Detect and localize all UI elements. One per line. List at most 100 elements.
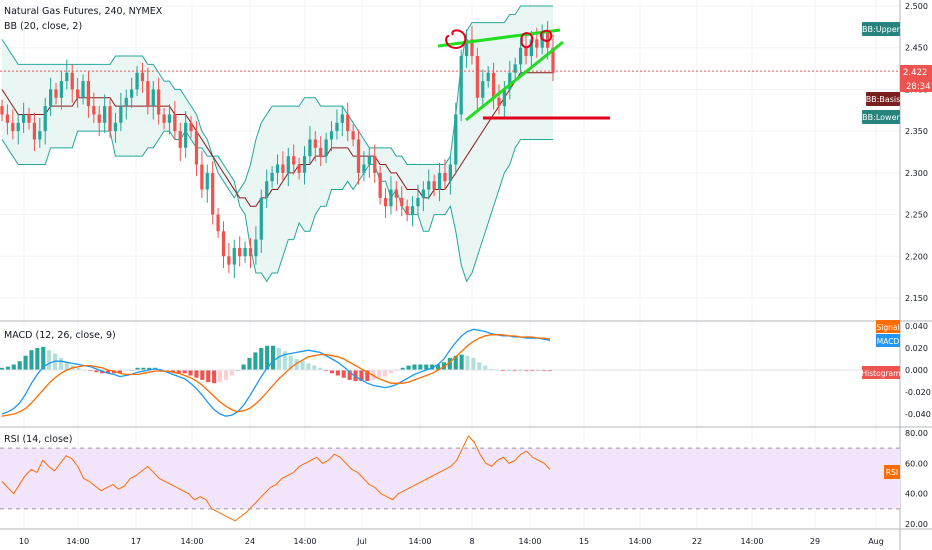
- histogram-bar: [194, 370, 199, 378]
- time-axis[interactable]: 10 14:00 17 14:00 24 14:00 Jul 14:00 8 14:00 15 14:…: [19, 537, 884, 546]
- histogram-bar: [394, 370, 399, 372]
- candle-body: [502, 89, 507, 107]
- candle: [497, 84, 501, 115]
- histogram-bar: [265, 345, 270, 370]
- time-tick-label: 29: [810, 537, 820, 546]
- candle-body: [43, 106, 47, 132]
- histogram-bar: [147, 367, 152, 370]
- histogram-bar: [212, 370, 217, 384]
- candle: [373, 144, 377, 183]
- histogram-bar: [359, 370, 364, 381]
- trendline-upper[interactable]: [437, 28, 561, 48]
- candle: [124, 89, 128, 120]
- user-drawings[interactable]: [437, 28, 610, 122]
- candle: [486, 66, 490, 88]
- macd-tick-label: 0.040: [905, 322, 928, 331]
- candle-body: [11, 122, 15, 132]
- rsi-axis[interactable]: 80.00 60.00 40.00 20.00: [905, 429, 928, 529]
- candle: [427, 169, 431, 200]
- macd-tick-label: 0.000: [905, 366, 928, 375]
- histogram-bar: [483, 365, 488, 370]
- candle: [76, 77, 80, 108]
- candle: [97, 106, 101, 137]
- time-tick-label: 22: [692, 537, 702, 546]
- candle-body: [0, 106, 4, 115]
- histogram-bar: [542, 370, 547, 372]
- circle-mark-1[interactable]: [445, 29, 467, 50]
- candle: [270, 166, 274, 188]
- candle: [275, 154, 280, 185]
- candle-body: [130, 89, 134, 98]
- macd-axis[interactable]: 0.040 0.020 0.000 -0.020 -0.040: [905, 322, 931, 419]
- candle: [513, 57, 517, 80]
- candle-body: [211, 172, 215, 215]
- macd-tick-label: 0.020: [905, 344, 928, 353]
- histogram-bar: [288, 355, 293, 370]
- histogram-bar: [530, 370, 535, 372]
- candle-body: [194, 131, 199, 165]
- rsi-title: RSI (14, close): [4, 434, 72, 445]
- bb-lower-label: BB:Lower: [862, 110, 901, 124]
- candle: [432, 174, 436, 197]
- candle-body: [92, 106, 96, 115]
- candle-body: [254, 239, 258, 257]
- candle-body: [16, 122, 20, 132]
- candle-body: [367, 156, 371, 165]
- candle-body: [362, 164, 366, 173]
- candle-body: [389, 189, 393, 207]
- histogram-bar: [11, 364, 16, 370]
- candle: [302, 146, 307, 185]
- candle-body: [416, 197, 420, 207]
- histogram-bar: [135, 367, 140, 370]
- histogram-bar: [329, 370, 335, 374]
- histogram-bar: [489, 368, 494, 370]
- trendline-lower[interactable]: [465, 40, 564, 122]
- histogram-bar: [335, 370, 340, 376]
- rsi-panel[interactable]: [0, 435, 900, 522]
- candle: [481, 69, 485, 108]
- price-panel[interactable]: [0, 5, 900, 283]
- histogram-bar: [324, 370, 329, 372]
- candle: [335, 109, 339, 140]
- candle: [119, 92, 123, 132]
- candle: [146, 67, 150, 115]
- candle: [248, 237, 253, 268]
- candle: [151, 81, 155, 120]
- macd-panel[interactable]: [0, 328, 900, 417]
- candle-body: [86, 81, 91, 107]
- candle: [189, 116, 193, 138]
- candle-body: [383, 197, 388, 207]
- candle: [238, 236, 242, 267]
- candle-body: [292, 156, 296, 165]
- histogram-bar: [223, 370, 228, 380]
- candle-body: [513, 64, 517, 73]
- histogram-bar: [318, 367, 323, 370]
- histogram-bar: [547, 370, 553, 372]
- candle: [130, 77, 134, 108]
- histogram-bar: [94, 370, 99, 373]
- circle-mark-3[interactable]: [539, 29, 553, 43]
- circle-mark-2[interactable]: [520, 32, 534, 49]
- candle: [200, 151, 204, 198]
- candle-body: [324, 139, 328, 157]
- macd-line: [1, 328, 551, 417]
- histogram-bar: [418, 364, 423, 370]
- candle-body: [124, 97, 128, 107]
- candle: [551, 34, 555, 82]
- last-price-tag: 2.422 28:34: [900, 65, 932, 92]
- candle-body: [32, 122, 37, 140]
- candle-body: [421, 189, 425, 198]
- candle: [518, 37, 523, 77]
- candle-body: [302, 156, 307, 173]
- candle-body: [146, 81, 150, 107]
- macd-label: MACD: [876, 334, 900, 347]
- candle-body: [524, 47, 528, 57]
- price-tick-label: 2.500: [905, 2, 928, 11]
- candle-body: [491, 72, 496, 98]
- candle-body: [448, 164, 452, 182]
- time-tick-label: 14:00: [740, 537, 763, 546]
- histogram-bar: [41, 346, 46, 370]
- candle-body: [167, 114, 172, 123]
